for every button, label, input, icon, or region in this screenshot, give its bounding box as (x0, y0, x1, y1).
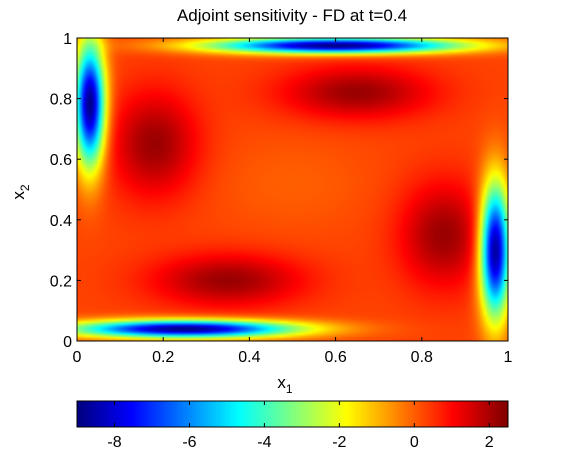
y-axis-label-base: x (9, 191, 28, 200)
y-tick-label: 0.6 (50, 152, 72, 169)
x-axis-label-base: x (277, 373, 286, 392)
chart-title: Adjoint sensitivity - FD at t=0.4 (177, 6, 407, 25)
colorbar: -8 -6 -4 -2 0 2 (76, 400, 509, 451)
plot-frame (76, 37, 509, 342)
x-axis-ticks: 0 0.2 0.4 0.6 0.8 1 (73, 38, 513, 366)
colorbar-tick-label: 0 (410, 434, 419, 451)
x-tick-label: 1 (504, 349, 513, 366)
colorbar-tick-label: -4 (257, 434, 271, 451)
y-tick-label: 1 (63, 31, 72, 48)
colorbar-frame (76, 400, 509, 428)
colorbar-gradient (77, 401, 508, 427)
colorbar-ticks: -8 -6 -4 -2 0 2 (107, 401, 494, 451)
y-tick-label: 0.8 (50, 92, 72, 109)
x-tick-label: 0.8 (411, 349, 433, 366)
x-tick-label: 0.6 (324, 349, 346, 366)
x-axis-label-subscript: 1 (286, 382, 293, 396)
y-tick-label: 0.2 (50, 273, 72, 290)
x-tick-label: 0.2 (152, 349, 174, 366)
y-axis-label-subscript: 2 (18, 184, 32, 191)
colorbar-tick-label: -6 (182, 434, 196, 451)
colorbar-tick-label: 2 (485, 434, 494, 451)
y-axis-ticks: 0 0.2 0.4 0.6 0.8 1 (50, 31, 508, 351)
x-tick-label: 0 (73, 349, 82, 366)
x-tick-label: 0.4 (238, 349, 260, 366)
x-axis-label: x1 (277, 373, 293, 396)
heatmap-plot-area (76, 37, 509, 342)
y-axis-label: x2 (9, 184, 32, 200)
heatmap-image (77, 38, 508, 341)
colorbar-tick-label: -2 (332, 434, 346, 451)
y-tick-label: 0 (63, 334, 72, 351)
colorbar-tick-label: -8 (107, 434, 121, 451)
y-tick-label: 0.4 (50, 213, 72, 230)
